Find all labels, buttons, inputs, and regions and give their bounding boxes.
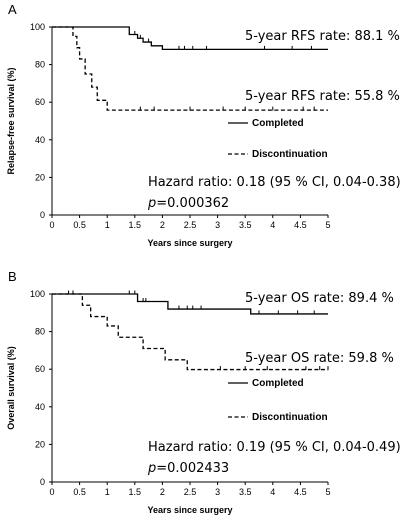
panel-b-y-axis-title: Overall survival (%)	[6, 346, 16, 430]
panel-b-label: B	[8, 269, 17, 284]
panel-b-x-tick-label: 3	[215, 487, 220, 497]
panel-a-p-symbol: p	[147, 196, 156, 211]
panel-a-x-tick-label: 2.5	[184, 220, 197, 230]
panel-b-y-tick-label: 0	[40, 477, 45, 487]
panel-a-rate-label-completed: 5-year RFS rate: 88.1 %	[245, 29, 400, 44]
panel-a-x-tick-label: 2	[160, 220, 165, 230]
panel-a-x-tick-label: 5	[325, 220, 330, 230]
panel-a-p-value-text: p=0.000362	[147, 196, 229, 211]
panel-a-y-tick-label: 20	[35, 172, 45, 182]
panel-b-legend-label-discontinuation: Discontinuation	[252, 412, 328, 423]
panel-a-label: A	[8, 2, 17, 17]
panel-b-p-value: =0.002433	[156, 461, 229, 476]
panel-a-legend-label-completed: Completed	[252, 118, 304, 129]
panel-b-x-tick-label: 3.5	[239, 487, 252, 497]
panel-b-y-tick-label: 60	[35, 364, 45, 374]
panel-a-y-tick-label: 100	[30, 22, 45, 32]
panel-b-x-tick-label: 0	[49, 487, 54, 497]
panel-b-x-axis-title: Years since surgery	[147, 505, 232, 515]
panel-a-x-tick-label: 4.5	[294, 220, 307, 230]
panel-a-y-tick-label: 40	[35, 135, 45, 145]
panel-a-y-tick-label: 60	[35, 97, 45, 107]
panel-a-y-axis-title: Relapse-free survival (%)	[6, 67, 16, 174]
panel-b-x-tick-label: 1	[105, 487, 110, 497]
panel-b-legend-label-completed: Completed	[252, 378, 304, 389]
panel-a-series-completed-curve	[52, 26, 328, 51]
panel-b-y-tick-label: 80	[35, 327, 45, 337]
panel-a-y-tick-label: 0	[40, 210, 45, 220]
panel-b-x-tick-label: 4.5	[294, 487, 307, 497]
panel-b-x-tick-label: 2	[160, 487, 165, 497]
panel-b-hazard-ratio-text: Hazard ratio: 0.19 (95 % CI, 0.04-0.49)	[148, 440, 400, 455]
panel-b-p-symbol: p	[147, 461, 156, 476]
panel-b-x-tick-label: 5	[325, 487, 330, 497]
panel-a-x-tick-label: 4	[270, 220, 275, 230]
panel-b-y-tick-label: 40	[35, 402, 45, 412]
panel-a-x-tick-label: 3	[215, 220, 220, 230]
panel-b-x-tick-label: 0.5	[73, 487, 86, 497]
panel-b-x-tick-label: 1.5	[129, 487, 142, 497]
panel-a-p-value: =0.000362	[156, 196, 229, 211]
panel-a-x-tick-label: 1	[105, 220, 110, 230]
panel-b-series-completed-curve	[52, 293, 328, 315]
panel-a-legend-label-discontinuation: Discontinuation	[252, 149, 328, 160]
panel-a-x-tick-label: 1.5	[129, 220, 142, 230]
panel-a-x-tick-label: 0.5	[73, 220, 86, 230]
panel-a-series-discontinuation-curve	[52, 26, 328, 111]
panel-b-y-tick-label: 20	[35, 439, 45, 449]
panel-b-x-tick-label: 2.5	[184, 487, 197, 497]
panel-a-x-tick-label: 0	[49, 220, 54, 230]
panel-a-x-axis-title: Years since surgery	[147, 238, 232, 248]
panel-b-x-tick-label: 4	[270, 487, 275, 497]
panel-a-x-tick-label: 3.5	[239, 220, 252, 230]
panel-a-hazard-ratio-text: Hazard ratio: 0.18 (95 % CI, 0.04-0.38)	[148, 175, 400, 190]
panel-b-rate-label-discontinuation: 5-year OS rate: 59.8 %	[245, 351, 394, 366]
panel-b-rate-label-completed: 5-year OS rate: 89.4 %	[245, 291, 394, 306]
panel-b-y-tick-label: 100	[30, 289, 45, 299]
panel-a-rate-label-discontinuation: 5-year RFS rate: 55.8 %	[245, 89, 400, 104]
panel-b-p-value-text: p=0.002433	[147, 461, 229, 476]
panel-a-y-tick-label: 80	[35, 60, 45, 70]
panel-b-series-discontinuation-curve	[52, 293, 328, 371]
